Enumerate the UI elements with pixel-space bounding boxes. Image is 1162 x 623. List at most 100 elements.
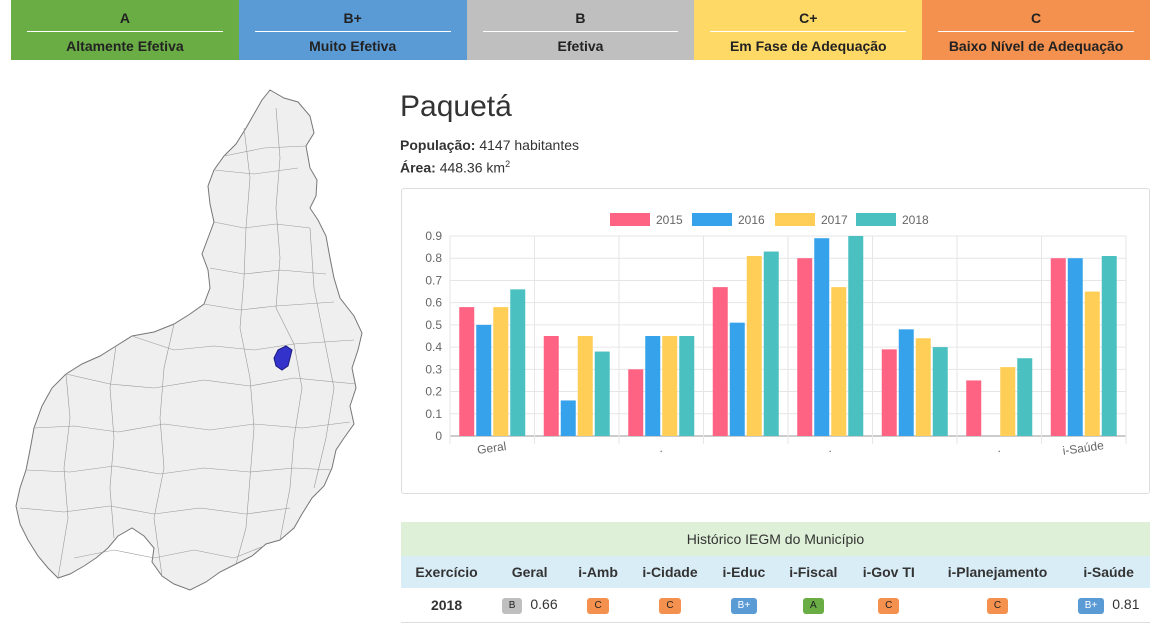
bar-2015 (712, 287, 728, 436)
bar-2018 (679, 336, 695, 436)
cidade-cell: C (629, 588, 711, 623)
bar-2016 (560, 400, 576, 436)
x-tick-label: Geral (476, 439, 507, 457)
bar-2018 (510, 289, 526, 436)
grade-b-plus: B+ Muito Efetiva (238, 0, 467, 60)
score-value: 0.66 (530, 596, 558, 613)
legend-label: 2015 (656, 213, 683, 227)
rating-badge: C (986, 597, 1009, 614)
column-header: i-Fiscal (776, 556, 850, 588)
grade-description: Baixo Nível de Adequação (948, 38, 1124, 54)
grade-description: Muito Efetiva (309, 38, 397, 54)
history-caption: Histórico IEGM do Município (401, 522, 1150, 556)
bar-2017 (493, 307, 509, 436)
table-header-row: Exercício Geral i-Amb i-Cidade i-Educ i-… (401, 556, 1150, 588)
bar-2016 (476, 324, 492, 436)
column-header: Exercício (401, 556, 493, 588)
y-tick-label: 0.7 (425, 273, 442, 287)
rating-badge: B+ (1077, 597, 1105, 614)
selected-municipality-paqueta[interactable] (273, 345, 293, 371)
area-label: Área: (400, 159, 436, 176)
legend-swatch (775, 213, 815, 226)
bar-2015 (797, 258, 813, 436)
bar-2016 (1067, 258, 1083, 436)
legend-label: 2018 (902, 213, 929, 227)
legend-label: 2017 (821, 213, 848, 227)
x-tick-label: i-Saúde (1062, 438, 1105, 458)
bar-2016 (898, 329, 914, 436)
y-tick-label: 0.5 (425, 318, 442, 332)
page-title: Paquetá (400, 90, 512, 123)
y-tick-label: 0.6 (425, 296, 442, 310)
table-row: 2018 B 0.66 C C B+ A C C B+ 0.81 (401, 588, 1150, 623)
saude-cell: B+ 0.81 (1067, 588, 1150, 623)
divider (482, 31, 679, 32)
amb-cell: C (567, 588, 630, 623)
column-header: i-Gov TI (849, 556, 928, 588)
legend-swatch (692, 213, 732, 226)
bar-2018 (1101, 256, 1117, 436)
grade-letter: C+ (799, 10, 818, 26)
y-tick-label: 0.3 (425, 362, 442, 376)
grade-letter: A (119, 10, 130, 26)
grade-c-plus: C+ Em Fase de Adequação (694, 0, 923, 60)
grade-description: Altamente Efetiva (66, 38, 184, 54)
bar-2015 (1050, 258, 1066, 436)
grade-letter: C (1031, 10, 1042, 26)
population-value: 4147 habitantes (479, 137, 579, 153)
score-value: 0.81 (1112, 596, 1140, 613)
geral-cell: B 0.66 (492, 588, 568, 623)
rating-badge: C (587, 597, 609, 614)
bar-2017 (915, 338, 931, 436)
bar-2016 (729, 322, 745, 436)
govti-cell: C (849, 588, 928, 623)
grade-c: C Baixo Nível de Adequação (922, 0, 1150, 60)
rating-badge: B+ (730, 597, 758, 614)
y-tick-label: 0.9 (425, 229, 442, 243)
divider (254, 31, 451, 32)
column-header: i-Amb (567, 556, 630, 588)
x-tick-label: . (658, 441, 663, 455)
planejamento-cell: C (927, 588, 1068, 623)
bar-2015 (881, 349, 897, 436)
population-line: População: 4147 habitantes (400, 137, 579, 153)
bar-2017 (831, 287, 847, 436)
bar-2015 (628, 369, 644, 436)
bar-2017 (1084, 291, 1100, 436)
y-tick-label: 0 (435, 429, 442, 443)
bar-2016 (645, 336, 661, 436)
bar-2017 (746, 256, 762, 436)
y-tick-label: 0.4 (425, 340, 442, 354)
rating-badge: B (501, 597, 523, 614)
bar-2015 (966, 380, 982, 436)
column-header: i-Cidade (629, 556, 711, 588)
grade-description: Em Fase de Adequação (729, 38, 887, 54)
column-header: i-Planejamento (927, 556, 1068, 588)
grade-b: B Efetiva (466, 0, 695, 60)
legend-swatch (856, 213, 896, 226)
column-header: i-Educ (711, 556, 777, 588)
bar-2018 (594, 351, 610, 436)
rating-badge: C (659, 597, 681, 614)
column-header: Geral (492, 556, 568, 588)
grade-a: A Altamente Efetiva (11, 0, 239, 60)
educ-cell: B+ (711, 588, 777, 623)
y-tick-label: 0.8 (425, 251, 442, 265)
exercicio-cell: 2018 (401, 588, 493, 623)
area-unit-superscript: 2 (505, 159, 511, 169)
rating-badge: A (802, 597, 824, 614)
history-table: Histórico IEGM do Município Exercício Ge… (401, 522, 1150, 623)
municipality-borders (19, 107, 357, 579)
state-map[interactable] (14, 88, 366, 598)
divider (938, 31, 1135, 32)
divider (26, 31, 223, 32)
bar-2015 (459, 307, 475, 436)
y-tick-label: 0.2 (425, 385, 442, 399)
population-label: População: (400, 137, 476, 153)
bar-2018 (1017, 358, 1033, 436)
rating-badge: C (878, 597, 900, 614)
legend-swatch (610, 213, 650, 226)
area-value: 448.36 km (439, 159, 506, 176)
grade-description: Efetiva (557, 38, 604, 54)
fiscal-cell: A (776, 588, 850, 623)
